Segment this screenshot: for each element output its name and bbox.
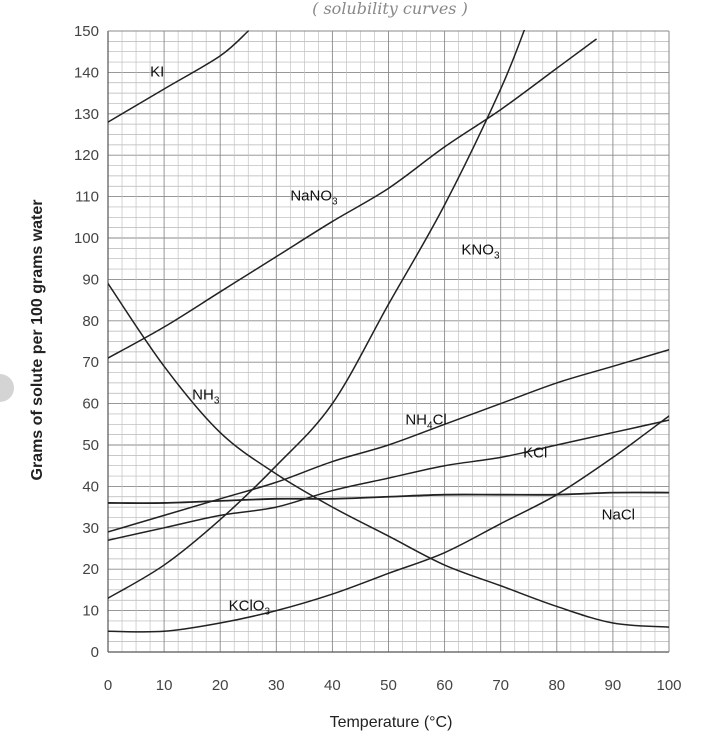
y-tick-label: 30 (82, 520, 99, 537)
series-label-kno3: KNO3 (461, 242, 500, 262)
series-label-nh3: NH3 (192, 386, 220, 406)
x-tick-label: 100 (656, 677, 681, 694)
series-line-nano3 (108, 38, 597, 359)
y-tick-label: 80 (82, 313, 99, 330)
series-label-kclo3: KClO3 (229, 598, 271, 618)
axes: 0 10 20 30 40 50 60 70 80 90 100 110 120 130 140 150 0 10… (74, 23, 682, 694)
x-tick-label: 10 (156, 677, 173, 694)
x-tick-label: 50 (380, 677, 397, 694)
y-tick-label: 0 (91, 644, 99, 661)
series-label-nano3: NaNO3 (290, 188, 338, 208)
series-line-nacl (108, 491, 669, 505)
x-tick-label: 30 (268, 677, 285, 694)
series-label-nacl: NaCl (602, 507, 635, 524)
x-tick-label: 60 (436, 677, 453, 694)
y-tick-label: 50 (82, 437, 99, 454)
series-label-ki: KI (150, 64, 164, 81)
series-line-kno3 (108, 30, 526, 599)
y-tick-label: 140 (74, 64, 99, 81)
x-tick-label: 80 (548, 677, 565, 694)
series-label-kcl: KCl (523, 444, 547, 461)
x-tick-label: 40 (324, 677, 341, 694)
y-tick-label: 100 (74, 230, 99, 247)
y-tick-label: 40 (82, 478, 99, 495)
x-tick-label: 90 (605, 677, 622, 694)
y-tick-label: 10 (82, 603, 99, 620)
series-line-kcl (108, 419, 669, 541)
y-tick-label: 90 (82, 271, 99, 288)
y-tick-label: 130 (74, 106, 99, 123)
series-label-nh4cl: NH4Cl (405, 411, 446, 431)
x-axis-title: Temperature (°C) (330, 714, 453, 731)
series-line-ki (108, 30, 249, 123)
y-tick-label: 110 (75, 189, 99, 206)
series-line-kclo3 (108, 415, 669, 633)
x-tick-label: 70 (492, 677, 509, 694)
punch-hole-mark (0, 374, 14, 402)
x-tick-label: 20 (212, 677, 229, 694)
y-axis-title: Grams of solute per 100 grams water (29, 200, 46, 481)
x-tick-label: 0 (104, 677, 112, 694)
y-tick-label: 70 (82, 354, 99, 371)
series-lines (108, 30, 669, 633)
y-tick-label: 150 (74, 23, 99, 40)
chart-caption: ( solubility curves ) (312, 0, 468, 18)
series-line-nh4cl (108, 349, 669, 533)
y-tick-label: 20 (82, 561, 99, 578)
series-line-nh3 (108, 282, 669, 628)
grid (107, 30, 670, 653)
y-tick-label: 120 (74, 147, 99, 164)
series-labels: KI NaNO3 KNO3 NH3 NH4Cl KCl NaCl KClO3 (150, 64, 635, 618)
y-tick-label: 60 (82, 396, 99, 413)
